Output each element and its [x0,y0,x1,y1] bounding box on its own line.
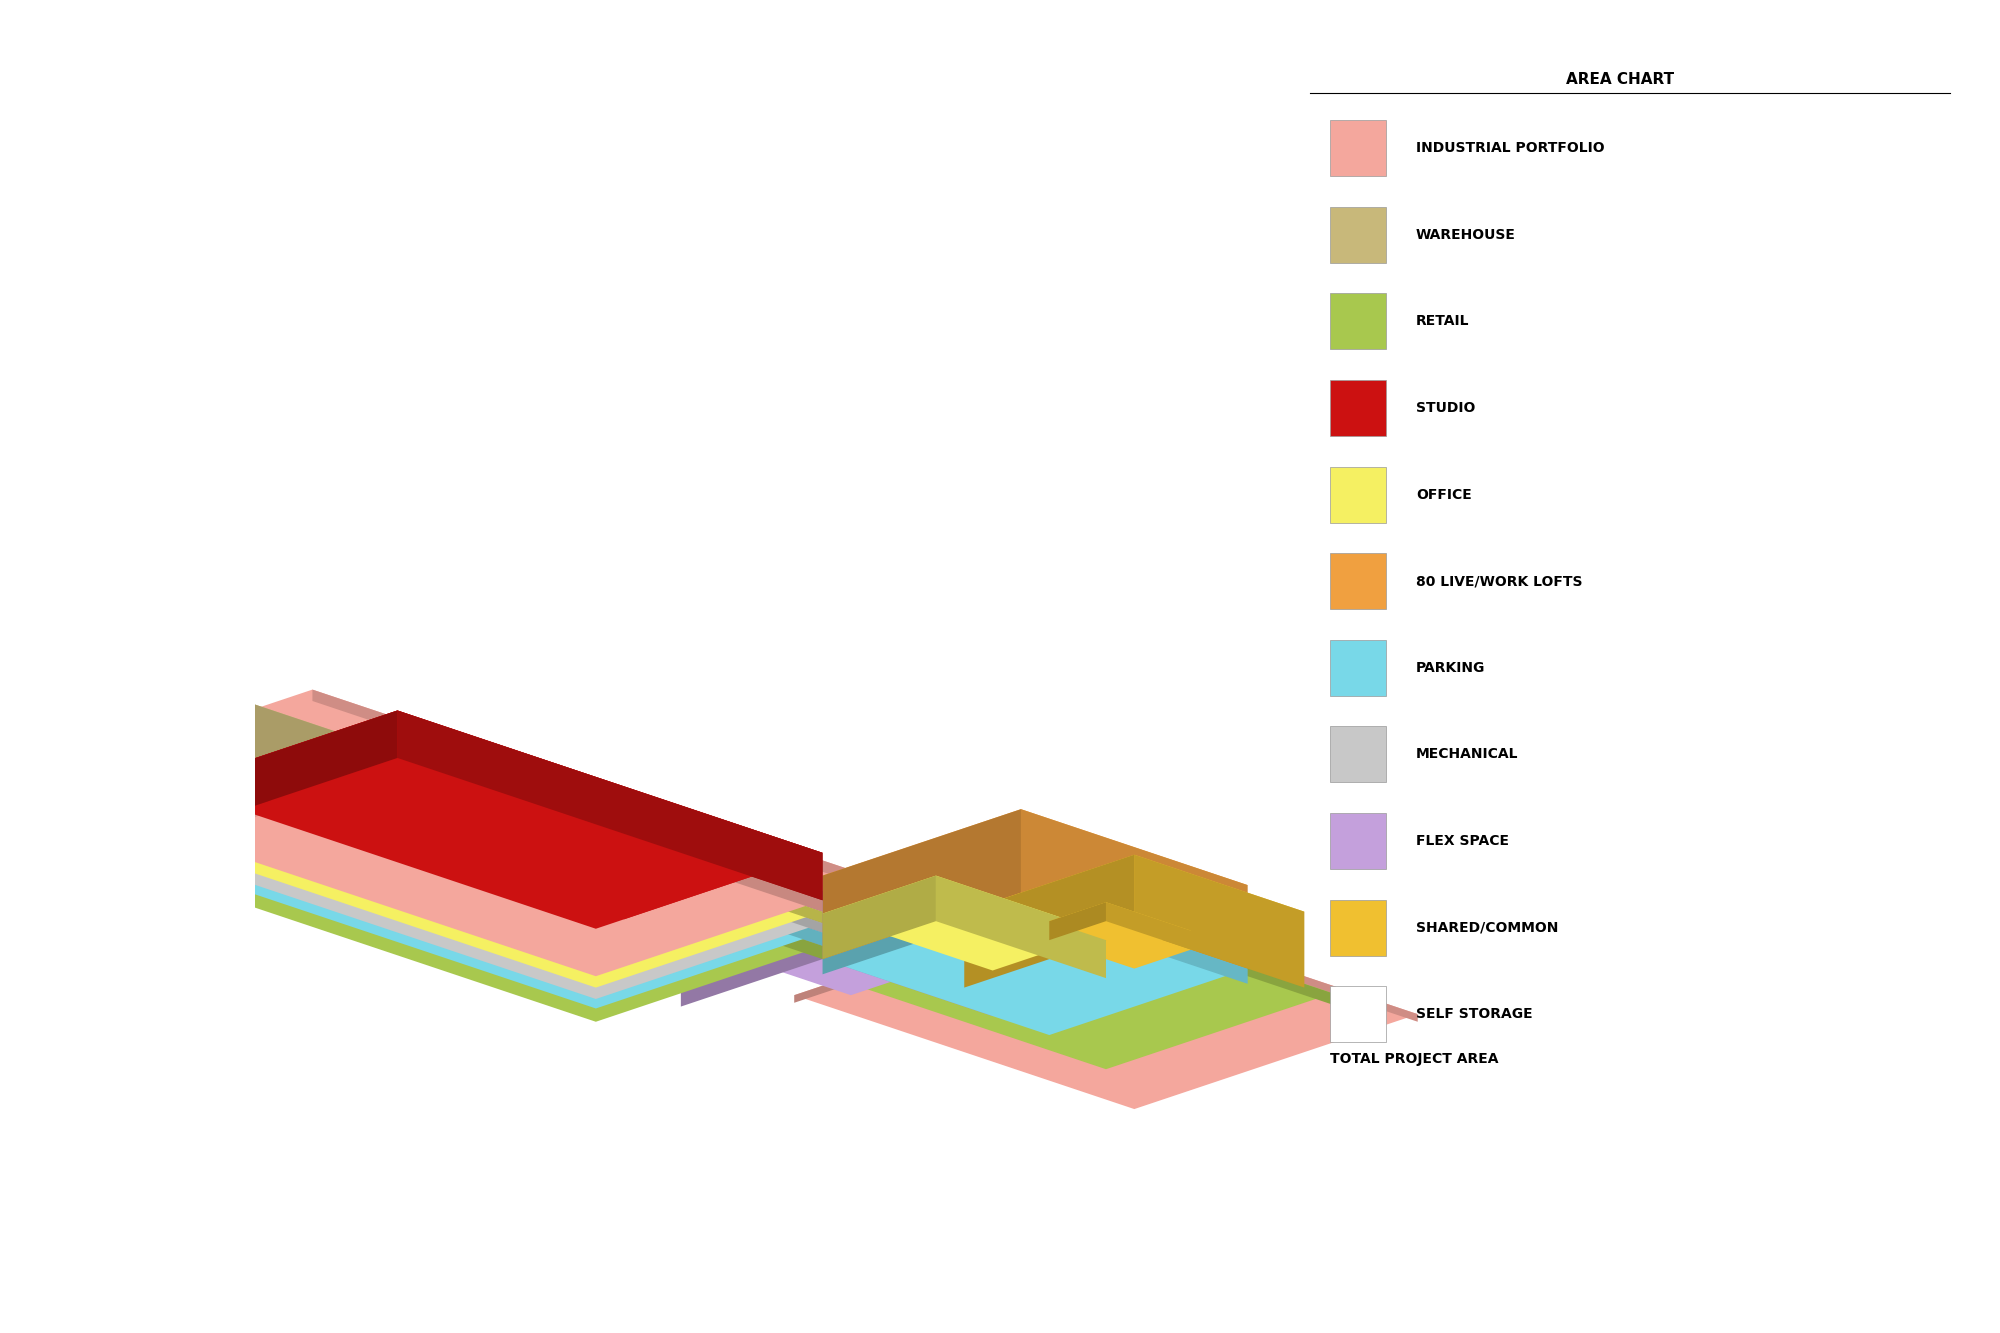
FancyBboxPatch shape [1330,553,1386,609]
Polygon shape [170,790,398,880]
Polygon shape [822,876,936,960]
Polygon shape [1050,898,1332,1005]
Polygon shape [398,710,822,900]
Polygon shape [398,790,822,946]
Polygon shape [0,769,34,817]
Polygon shape [398,758,822,912]
Polygon shape [822,898,1332,1069]
Text: TOTAL PROJECT AREA: TOTAL PROJECT AREA [1330,1052,1498,1066]
Polygon shape [822,876,1106,970]
Text: 80 LIVE/WORK LOFTS: 80 LIVE/WORK LOFTS [1416,575,1582,588]
Polygon shape [398,781,822,933]
FancyBboxPatch shape [1330,380,1386,436]
Polygon shape [312,689,1020,938]
Text: WAREHOUSE: WAREHOUSE [1416,228,1516,241]
Polygon shape [170,758,822,976]
Polygon shape [170,769,822,988]
Polygon shape [794,900,1418,1109]
Polygon shape [398,769,822,922]
Polygon shape [0,689,210,893]
FancyBboxPatch shape [1330,293,1386,349]
Polygon shape [964,854,1304,969]
Polygon shape [1020,809,1248,969]
Polygon shape [398,804,822,960]
Polygon shape [398,710,822,900]
Polygon shape [822,890,992,1016]
Polygon shape [822,809,1020,960]
Polygon shape [1050,902,1190,949]
Polygon shape [200,689,1020,965]
Polygon shape [200,710,398,824]
Polygon shape [1106,902,1190,949]
Text: INDUSTRIAL PORTFOLIO: INDUSTRIAL PORTFOLIO [1416,141,1604,155]
FancyBboxPatch shape [1330,726,1386,782]
Text: MECHANICAL: MECHANICAL [1416,748,1518,761]
Polygon shape [936,876,1106,978]
Polygon shape [1078,900,1418,1022]
Text: STUDIO: STUDIO [1416,401,1476,415]
Polygon shape [1020,893,1248,984]
Polygon shape [200,710,822,920]
Polygon shape [170,804,398,893]
Polygon shape [1134,854,1304,988]
Text: PARKING: PARKING [1416,661,1486,674]
Polygon shape [170,710,398,834]
FancyBboxPatch shape [1330,640,1386,696]
Polygon shape [908,926,1020,976]
Polygon shape [0,750,34,797]
Polygon shape [170,781,398,866]
Polygon shape [964,854,1134,988]
Polygon shape [210,689,408,889]
Polygon shape [0,689,408,826]
Polygon shape [1050,902,1106,940]
Text: RETAIL: RETAIL [1416,315,1470,328]
FancyBboxPatch shape [1330,813,1386,869]
Polygon shape [822,893,1248,1034]
Polygon shape [822,893,1020,974]
FancyBboxPatch shape [1330,207,1386,263]
Polygon shape [680,890,822,1006]
Polygon shape [0,760,86,810]
Text: SHARED/COMMON: SHARED/COMMON [1416,921,1558,934]
FancyBboxPatch shape [1330,120,1386,176]
Polygon shape [794,900,1078,1002]
Polygon shape [170,804,822,1022]
Polygon shape [822,809,1248,952]
Polygon shape [0,741,86,788]
Polygon shape [680,890,992,996]
FancyBboxPatch shape [1330,986,1386,1042]
Polygon shape [0,750,34,797]
FancyBboxPatch shape [1330,467,1386,523]
Polygon shape [170,769,398,857]
Text: AREA CHART: AREA CHART [1566,72,1674,87]
Polygon shape [170,781,822,998]
Polygon shape [170,758,398,845]
Text: FLEX SPACE: FLEX SPACE [1416,834,1510,848]
Polygon shape [0,741,86,792]
Polygon shape [170,710,822,929]
FancyBboxPatch shape [1330,900,1386,956]
Text: SELF STORAGE: SELF STORAGE [1416,1008,1532,1021]
Polygon shape [170,790,822,1009]
Text: OFFICE: OFFICE [1416,488,1472,501]
